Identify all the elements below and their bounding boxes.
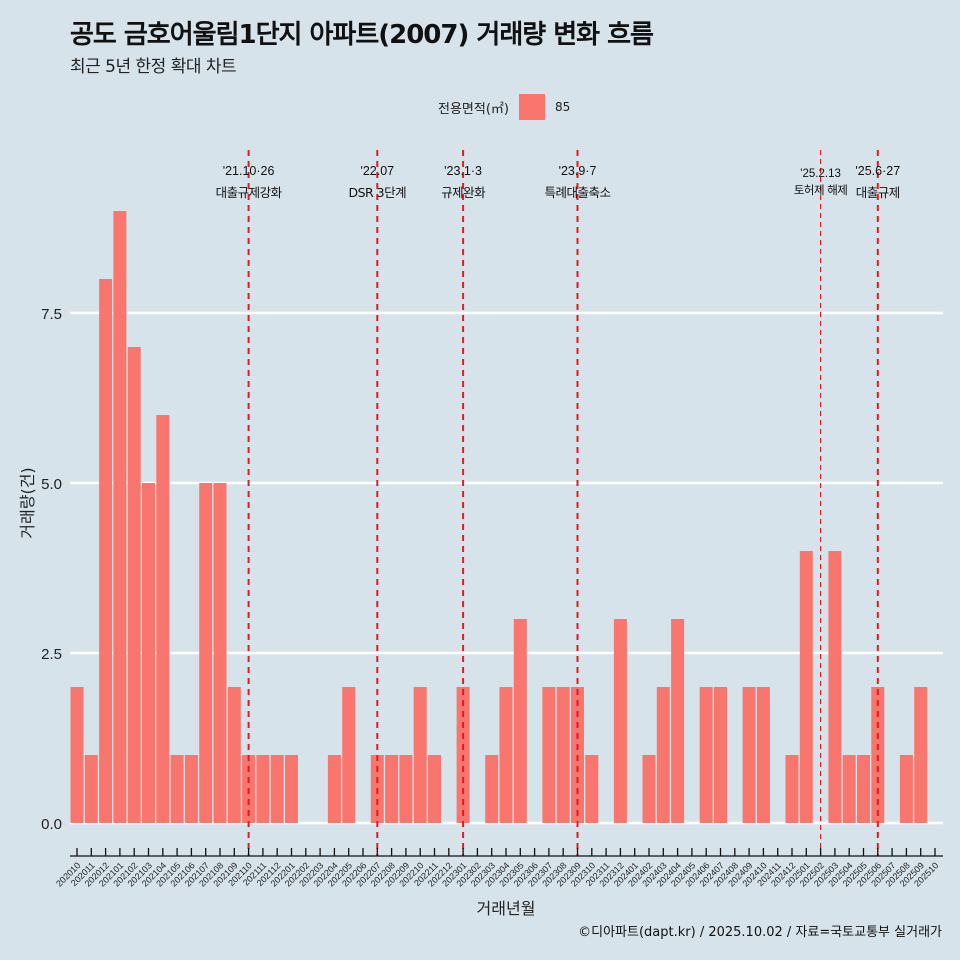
bar bbox=[256, 755, 270, 823]
legend-title: 전용면적(㎡) bbox=[438, 101, 509, 117]
y-tick-label: 5.0 bbox=[41, 476, 62, 493]
source-caption: ©디아파트(dapt.kr) / 2025.10.02 / 자료=국토교통부 실… bbox=[578, 925, 942, 940]
event-date: '25.6·27 bbox=[855, 164, 900, 178]
y-tick-label: 2.5 bbox=[41, 646, 62, 663]
bar bbox=[656, 687, 670, 823]
bar bbox=[213, 483, 227, 823]
bar bbox=[842, 755, 856, 823]
bar bbox=[585, 755, 599, 823]
event-date: '25.2.13 bbox=[800, 168, 841, 180]
bar bbox=[184, 755, 198, 823]
bar bbox=[285, 755, 298, 823]
bar bbox=[127, 347, 141, 823]
event-date: '23.1·3 bbox=[444, 164, 482, 178]
event-label: 규제완화 bbox=[441, 185, 486, 200]
bar bbox=[785, 755, 799, 823]
legend-key-85 bbox=[518, 94, 545, 120]
bar bbox=[914, 687, 928, 823]
bar bbox=[428, 755, 441, 823]
bar bbox=[84, 755, 98, 823]
bar bbox=[113, 211, 127, 823]
bar bbox=[513, 619, 527, 823]
event-label: 대출규제 bbox=[856, 185, 900, 200]
chart-title: 공도 금호어울림1단지 아파트(2007) 거래량 변화 흐름 bbox=[70, 20, 654, 50]
event-date: '22.07 bbox=[360, 164, 394, 178]
bar bbox=[714, 687, 727, 823]
bar bbox=[199, 483, 213, 823]
bar bbox=[142, 483, 155, 823]
bar bbox=[899, 755, 913, 823]
bar bbox=[799, 551, 813, 823]
bar bbox=[556, 687, 570, 823]
event-label: 대출규제강화 bbox=[216, 185, 283, 200]
event-label: 특례대출축소 bbox=[544, 185, 610, 200]
bar bbox=[742, 687, 756, 823]
event-date: '21.10·26 bbox=[223, 164, 275, 178]
bar bbox=[327, 755, 341, 823]
x-axis-label: 거래년월 bbox=[477, 899, 536, 918]
event-label: DSR 3단계 bbox=[348, 185, 406, 200]
bar bbox=[485, 755, 499, 823]
bar bbox=[70, 687, 84, 823]
axes: 2020102020112020122021012021022021032021… bbox=[54, 848, 943, 889]
bar bbox=[270, 755, 284, 823]
y-axis-label: 거래량(건) bbox=[18, 467, 37, 538]
bar bbox=[499, 687, 513, 823]
bar bbox=[699, 687, 713, 823]
legend-label-85: 85 bbox=[554, 100, 571, 114]
bar bbox=[671, 619, 685, 823]
y-tick-label: 7.5 bbox=[41, 306, 62, 323]
bar bbox=[828, 551, 842, 823]
event-label: 토허제 해제 bbox=[794, 183, 848, 197]
bar bbox=[399, 755, 413, 823]
bar bbox=[642, 755, 656, 823]
bar bbox=[613, 619, 627, 823]
event-lines: '21.10·26 대출규제강화 '22.07 DSR 3단계 '23.1·3 규제완화 '… bbox=[216, 150, 900, 856]
chart-subtitle: 최근 5년 한정 확대 차트 bbox=[70, 57, 237, 77]
bar bbox=[156, 415, 170, 823]
bar bbox=[542, 687, 556, 823]
bar bbox=[99, 279, 113, 823]
bar bbox=[227, 687, 241, 823]
bar bbox=[857, 755, 870, 823]
bar bbox=[756, 687, 770, 823]
bar bbox=[342, 687, 356, 823]
bar bbox=[170, 755, 184, 823]
legend: 전용면적(㎡) 85 bbox=[438, 93, 570, 121]
bars bbox=[70, 211, 928, 823]
y-tick-label: 0.0 bbox=[41, 816, 62, 833]
event-date: '23.9·7 bbox=[559, 164, 597, 178]
bar bbox=[413, 687, 427, 823]
bar bbox=[385, 755, 399, 823]
